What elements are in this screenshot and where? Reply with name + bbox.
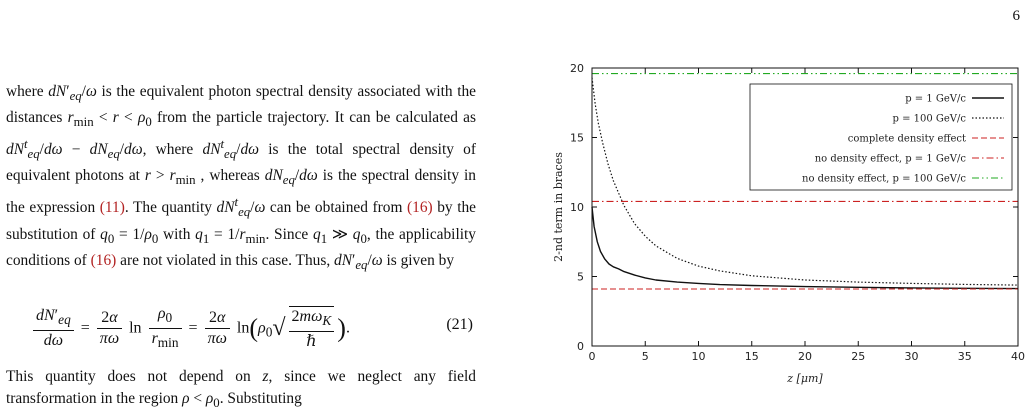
y-tick-label: 10 (570, 201, 584, 214)
equation-21: dN′eq dω = 2α πω ln ρ0 rmin = 2α πω ln(ρ0√ 2m… (30, 298, 475, 356)
legend-label-5: no density effect, p = 100 GeV/c (802, 174, 966, 185)
legend-label-1: p = 1 GeV/c (905, 94, 966, 105)
x-tick-label: 15 (745, 350, 759, 363)
series-line-1 (591, 206, 1019, 290)
legend-label-4: no density effect, p = 1 GeV/c (815, 154, 967, 165)
x-tick-label: 35 (958, 350, 972, 363)
series-line-2 (591, 77, 1019, 286)
paragraph-1: where dN′eq/ω is the equivalent photon s… (6, 83, 476, 272)
legend-label-2: p = 100 GeV/c (892, 114, 966, 125)
x-tick-label: 30 (905, 350, 919, 363)
equation-number: (21) (446, 316, 473, 333)
text-after-equation: This quantity does not depend on z, sinc… (6, 366, 476, 414)
figure: 0 5 10 15 20 25 30 35 40 0 5 10 15 20 z [μm] 2-nd term … (530, 50, 1030, 410)
x-tick-label: 5 (642, 350, 649, 363)
legend-box (749, 83, 1013, 191)
x-tick-label: 20 (798, 350, 812, 363)
legend-label-3: complete density effect (848, 134, 966, 145)
line-chart: 0 5 10 15 20 25 30 35 40 0 5 10 15 20 z [μm] 2-nd term … (552, 62, 1025, 385)
y-tick-label: 0 (577, 340, 584, 353)
left-text-column: where dN′eq/ω is the equivalent photon s… (6, 81, 476, 276)
paragraph-2: This quantity does not depend on z, sinc… (6, 368, 476, 411)
y-tick-label: 15 (570, 132, 584, 145)
x-tick-label: 25 (851, 350, 865, 363)
x-tick-label: 40 (1011, 350, 1025, 363)
y-axis-label: 2-nd term in braces (552, 152, 565, 262)
x-axis-label: z [μm] (786, 372, 823, 385)
x-tick-label: 10 (692, 350, 706, 363)
page-number: 6 (1012, 8, 1021, 24)
y-tick-label: 20 (570, 62, 584, 75)
x-tick-label: 0 (589, 350, 596, 363)
y-tick-label: 5 (577, 271, 584, 284)
equation-body: dN′eq dω = 2α πω ln ρ0 rmin = 2α πω ln(ρ0√ 2m… (30, 304, 350, 353)
